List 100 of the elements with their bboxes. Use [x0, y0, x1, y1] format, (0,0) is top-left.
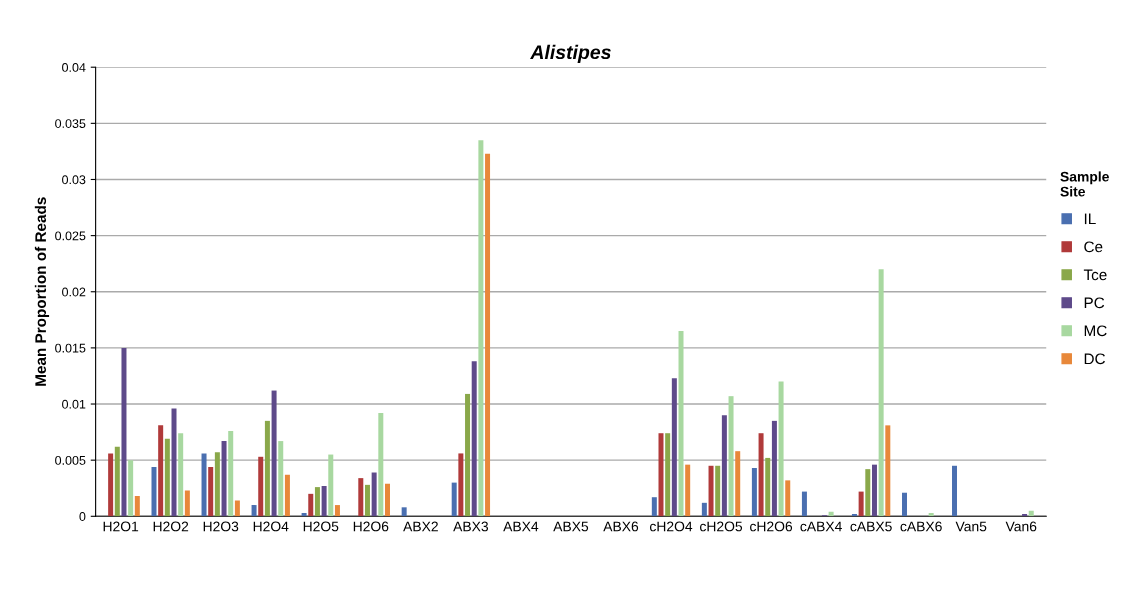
bar — [785, 480, 791, 517]
bar — [878, 269, 884, 517]
legend-label: MC — [1084, 325, 1107, 337]
y-tick-label: 0.005 — [55, 455, 86, 465]
bar — [865, 469, 871, 517]
bar — [314, 487, 320, 517]
bar — [685, 464, 691, 517]
bar — [264, 420, 270, 517]
bar — [721, 415, 727, 517]
x-tick-label: ABX3 — [453, 521, 489, 532]
bar — [164, 438, 170, 517]
y-tick-label: 0.035 — [55, 119, 86, 128]
x-tick-label: H2O3 — [203, 521, 239, 532]
bar — [801, 491, 807, 517]
bar — [214, 452, 220, 517]
bar — [321, 485, 327, 517]
bar — [828, 511, 834, 517]
bar — [901, 492, 907, 517]
x-tick-label: H2O1 — [103, 521, 139, 532]
bar — [728, 396, 734, 517]
bar — [471, 361, 477, 517]
bar — [671, 378, 677, 517]
bar — [234, 500, 240, 517]
bar — [858, 491, 864, 517]
bar — [121, 347, 127, 517]
bar — [228, 430, 234, 517]
bar — [871, 464, 877, 517]
bar — [201, 453, 207, 517]
y-tick-label: 0.025 — [55, 231, 86, 241]
y-tick-label: 0.01 — [62, 399, 86, 409]
x-tick-label: Van5 — [955, 521, 987, 532]
bar — [384, 483, 390, 517]
bar — [171, 408, 177, 517]
bar — [308, 493, 314, 517]
x-tick-label: cABX6 — [900, 521, 942, 532]
bar — [952, 465, 958, 517]
y-tick-label: 0.015 — [55, 343, 86, 353]
bar — [458, 453, 464, 517]
legend-label: DC — [1084, 353, 1105, 365]
x-tick-label: H2O4 — [253, 521, 289, 532]
bar — [178, 433, 184, 517]
x-tick-label: cABX5 — [850, 521, 892, 532]
bar — [328, 454, 334, 517]
bar — [735, 451, 741, 517]
bar — [1022, 514, 1028, 517]
bar — [184, 490, 190, 517]
legend-label: Tce — [1083, 269, 1107, 281]
bar — [134, 496, 140, 517]
bar — [258, 456, 264, 517]
bar — [401, 507, 407, 517]
y-axis-title: Mean Proportion of Reads — [34, 197, 50, 386]
bar — [334, 505, 340, 517]
bar — [465, 393, 471, 517]
x-tick-label: cH2O6 — [750, 521, 793, 532]
x-tick-label: ABX2 — [403, 521, 438, 532]
bar — [251, 505, 257, 517]
bar — [485, 153, 491, 517]
bar — [378, 413, 384, 517]
legend-title: Sample Site — [1060, 171, 1109, 197]
x-tick-label: H2O2 — [153, 521, 189, 532]
x-tick-label: Van6 — [1005, 521, 1037, 532]
bar — [208, 466, 214, 517]
legend-label: IL — [1084, 213, 1096, 225]
bar — [658, 433, 664, 517]
x-tick-label: cABX4 — [800, 521, 842, 532]
bar — [765, 457, 771, 517]
x-tick-label: cH2O5 — [700, 521, 743, 532]
bar — [665, 433, 671, 517]
bar — [758, 433, 764, 517]
bar — [451, 482, 457, 517]
bar — [715, 465, 721, 517]
x-tick-label: ABX5 — [553, 521, 589, 532]
y-tick-label: 0.02 — [62, 287, 86, 297]
bar — [678, 331, 684, 517]
bar — [885, 425, 891, 517]
bar — [108, 453, 114, 517]
bar — [371, 472, 377, 517]
y-tick-label: 0 — [79, 512, 86, 521]
bar — [158, 425, 164, 517]
x-tick-label: ABX4 — [503, 521, 539, 532]
bar — [271, 390, 277, 517]
bar — [284, 474, 290, 517]
bar — [364, 484, 370, 517]
bar — [221, 441, 227, 517]
bar — [651, 497, 657, 517]
chart-title: Alistipes — [530, 44, 611, 63]
x-tick-label: H2O5 — [303, 521, 339, 532]
bar — [708, 465, 714, 517]
bar — [478, 140, 484, 517]
bar — [751, 468, 757, 517]
bar — [278, 441, 284, 517]
bar — [778, 381, 784, 517]
bar — [128, 460, 134, 517]
bar — [701, 502, 707, 517]
legend-label: Ce — [1084, 241, 1103, 253]
bar — [851, 514, 857, 517]
x-tick-label: ABX6 — [603, 521, 639, 532]
bar — [358, 478, 364, 517]
legend-label: PC — [1084, 297, 1105, 309]
x-tick-label: H2O6 — [353, 521, 389, 532]
